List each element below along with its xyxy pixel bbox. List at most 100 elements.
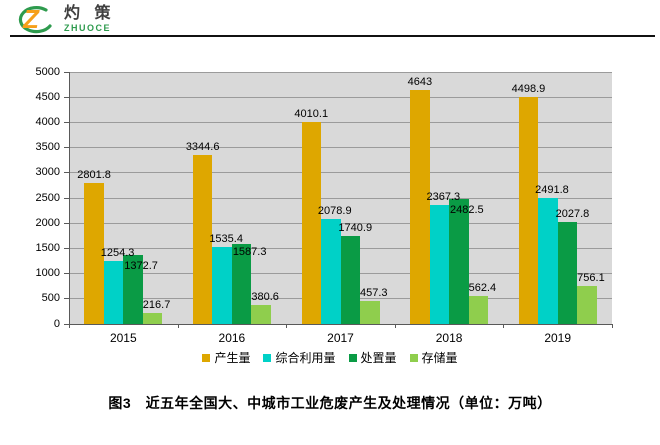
legend-swatch <box>202 353 211 362</box>
x-axis-tick <box>503 324 505 328</box>
y-axis-label: 1500 <box>35 241 60 254</box>
y-gridline <box>69 96 612 98</box>
y-axis-label: 4000 <box>35 115 60 128</box>
data-label-综合利用量-2015: 1254.3 <box>100 246 135 259</box>
bar-存储量-2018 <box>468 295 489 324</box>
y-axis-label: 2000 <box>35 216 60 229</box>
bar-产生量-2017 <box>301 121 321 324</box>
data-label-综合利用量-2017: 2078.9 <box>317 205 352 218</box>
legend-item: 处置量 <box>348 349 397 366</box>
x-axis-label: 2019 <box>544 331 572 345</box>
bar-产生量-2015 <box>84 182 104 324</box>
legend-item: 综合利用量 <box>263 349 336 366</box>
x-axis-tick <box>394 324 396 328</box>
y-axis-tick <box>64 222 69 224</box>
logo-icon: Z <box>18 4 52 34</box>
data-label-综合利用量-2016: 1535.4 <box>209 232 243 245</box>
data-label-处置量-2019: 2027.8 <box>555 207 590 220</box>
bar-存储量-2017 <box>360 300 380 324</box>
bar-处置量-2015 <box>123 254 143 324</box>
y-axis-tick <box>64 172 69 174</box>
logo: Z 灼 策 ZHUOCE <box>14 3 115 35</box>
x-axis-label: 2017 <box>327 331 354 345</box>
x-axis-tick <box>177 324 179 328</box>
header-divider <box>10 35 655 37</box>
data-label-存储量-2019: 756.1 <box>577 271 605 284</box>
y-axis-label: 3000 <box>35 166 60 179</box>
y-gridline <box>69 121 612 123</box>
data-label-综合利用量-2019: 2491.8 <box>535 184 569 197</box>
y-axis-tick <box>64 247 69 249</box>
bar-综合利用量-2015 <box>103 260 124 324</box>
svg-text:Z: Z <box>22 4 40 34</box>
y-axis-label: 4500 <box>35 90 60 103</box>
data-label-处置量-2017: 1740.9 <box>338 222 373 235</box>
y-axis-label: 5000 <box>35 65 60 78</box>
y-axis-tick <box>64 121 69 123</box>
logo-text-cn: 灼 策 <box>64 4 116 22</box>
y-axis-tick <box>64 71 69 73</box>
legend-swatch <box>263 353 272 362</box>
y-gridline <box>69 71 612 73</box>
bar-处置量-2018 <box>449 198 469 324</box>
data-label-存储量-2018: 562.4 <box>468 281 497 294</box>
y-axis-tick <box>64 273 69 275</box>
data-label-综合利用量-2018: 2367.3 <box>426 190 461 203</box>
bar-综合利用量-2017 <box>321 219 341 324</box>
y-gridline <box>69 147 612 149</box>
y-axis-tick <box>64 298 69 300</box>
y-axis-tick <box>64 96 69 98</box>
x-axis-line <box>69 323 612 325</box>
data-label-存储量-2015: 216.7 <box>142 299 171 312</box>
y-axis-tick <box>64 323 69 325</box>
bar-存储量-2019 <box>577 285 597 324</box>
data-label-处置量-2018: 2482.5 <box>450 203 484 216</box>
y-gridline <box>69 222 612 224</box>
bar-综合利用量-2018 <box>429 204 450 324</box>
bar-处置量-2019 <box>557 221 578 324</box>
logo-text: 灼 策 ZHUOCE <box>64 4 116 33</box>
legend-label: 处置量 <box>360 351 397 365</box>
data-label-产生量-2016: 3344.6 <box>185 141 220 154</box>
x-axis-label: 2015 <box>109 331 137 345</box>
y-axis-line <box>68 72 70 324</box>
bar-产生量-2016 <box>192 155 213 324</box>
x-axis-tick <box>612 324 613 328</box>
bar-存储量-2016 <box>251 304 271 324</box>
data-label-处置量-2015: 1372.7 <box>124 259 158 272</box>
bar-存储量-2015 <box>142 313 163 324</box>
logo-text-en: ZHUOCE <box>64 22 111 33</box>
chart-legend: 产生量 综合利用量 处置量 存储量 <box>0 349 660 366</box>
bar-产生量-2018 <box>410 89 430 324</box>
y-gridline <box>69 172 612 174</box>
data-label-存储量-2017: 457.3 <box>359 286 388 299</box>
bar-处置量-2016 <box>231 244 252 324</box>
data-label-处置量-2016: 1587.3 <box>232 245 267 258</box>
bar-产生量-2019 <box>518 97 539 324</box>
legend-item: 存储量 <box>409 349 458 366</box>
x-axis-label: 2018 <box>435 331 463 345</box>
data-label-产生量-2018: 4643 <box>407 75 433 88</box>
figure-caption: 图3 近五年全国大、中城市工业危废产生及处理情况（单位：万吨） <box>108 395 552 411</box>
legend-swatch <box>348 353 357 362</box>
x-axis-tick <box>286 324 288 328</box>
y-axis-label: 1000 <box>35 267 60 280</box>
y-gridline <box>69 197 612 199</box>
legend-label: 存储量 <box>421 351 458 365</box>
data-label-产生量-2017: 4010.1 <box>294 107 329 120</box>
data-label-产生量-2019: 4498.9 <box>511 83 546 96</box>
x-axis-label: 2016 <box>218 331 246 345</box>
bar-处置量-2017 <box>340 236 360 324</box>
y-axis-label: 0 <box>53 317 60 330</box>
legend-label: 综合利用量 <box>275 351 336 365</box>
y-axis-tick <box>64 197 69 199</box>
data-label-存储量-2016: 380.6 <box>251 290 279 303</box>
y-axis-tick <box>64 147 69 149</box>
x-axis-tick <box>69 324 70 328</box>
y-axis-label: 500 <box>41 292 60 305</box>
y-axis-label: 2500 <box>35 191 60 204</box>
data-label-产生量-2015: 2801.8 <box>77 168 111 181</box>
bar-综合利用量-2016 <box>212 246 232 324</box>
bar-综合利用量-2019 <box>538 198 558 324</box>
